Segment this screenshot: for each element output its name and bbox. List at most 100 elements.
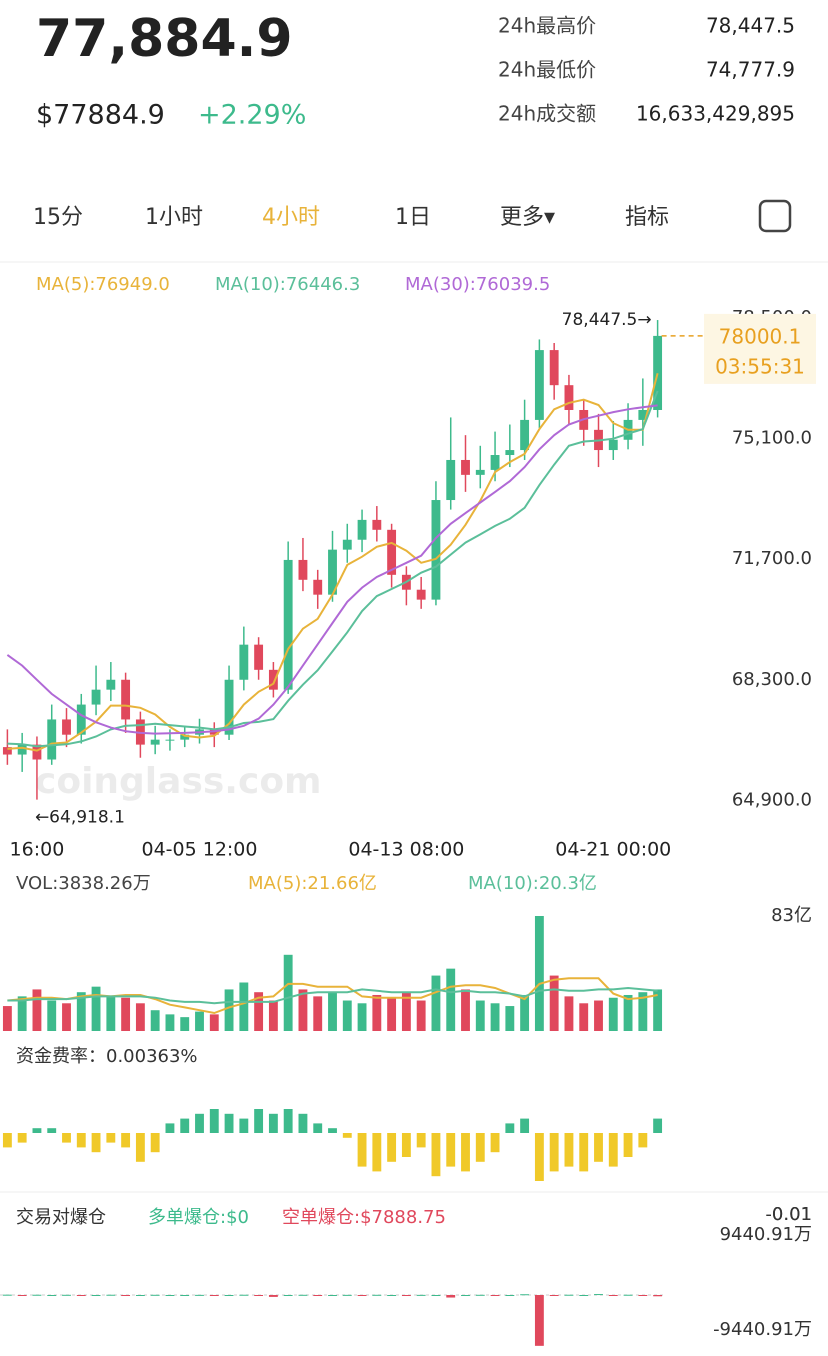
candle-body bbox=[17, 744, 27, 755]
bar bbox=[268, 1295, 278, 1297]
volume-bar bbox=[608, 997, 618, 1031]
bar bbox=[549, 1133, 559, 1172]
volume-bar bbox=[313, 996, 323, 1031]
volume-bar bbox=[342, 1000, 352, 1031]
x-tick-label: 04-13 08:00 bbox=[348, 839, 464, 861]
stat-label: 24h成交额 bbox=[498, 102, 596, 126]
candle-body bbox=[387, 529, 397, 575]
candle-body bbox=[653, 335, 663, 410]
candle-body bbox=[328, 549, 337, 595]
bar bbox=[150, 1294, 160, 1296]
bar bbox=[180, 1295, 190, 1296]
ma-line bbox=[6, 404, 658, 735]
volume-ma-line bbox=[7, 986, 658, 1005]
candle-body bbox=[564, 385, 574, 410]
volume-bar bbox=[490, 1003, 500, 1031]
last-price-box bbox=[704, 313, 816, 384]
volume-bar bbox=[283, 954, 293, 1031]
panel-title: 交易对爆仓 bbox=[16, 1207, 106, 1228]
fullscreen-icon[interactable] bbox=[758, 199, 792, 233]
bar bbox=[520, 1118, 530, 1133]
bar bbox=[121, 1133, 131, 1148]
tab[interactable]: 15分 bbox=[33, 205, 83, 230]
panel-title: 资金费率：0.00363% bbox=[16, 1046, 198, 1067]
bar bbox=[446, 1133, 456, 1167]
bar bbox=[579, 1295, 589, 1296]
x-tick-label: 16:00 bbox=[10, 839, 65, 861]
volume-bar bbox=[387, 997, 397, 1031]
y-tick-label: -9440.91万 bbox=[713, 1319, 812, 1340]
candle-body bbox=[446, 459, 456, 501]
volume-bar bbox=[150, 1010, 160, 1031]
candle-body bbox=[76, 704, 86, 735]
bar bbox=[608, 1133, 618, 1167]
candle-body bbox=[298, 559, 308, 580]
bar bbox=[209, 1295, 219, 1296]
candle-body bbox=[549, 350, 559, 386]
tab[interactable]: 更多▾ bbox=[500, 205, 555, 230]
candle-body bbox=[239, 644, 249, 680]
panel-subtitle: 多单爆仓:$0 bbox=[148, 1207, 249, 1228]
volume-bar bbox=[446, 968, 456, 1031]
bar bbox=[357, 1133, 367, 1167]
bar bbox=[76, 1133, 86, 1148]
panel-subtitle: 空单爆仓:$7888.75 bbox=[282, 1207, 446, 1228]
candle-body bbox=[254, 644, 264, 670]
tab[interactable]: 指标 bbox=[625, 205, 669, 230]
bar bbox=[372, 1133, 382, 1172]
x-tick-label: 04-05 12:00 bbox=[141, 839, 257, 861]
volume-bar bbox=[91, 986, 101, 1031]
bar bbox=[505, 1295, 515, 1296]
y-tick-label: 71,700.0 bbox=[732, 548, 812, 569]
volume-bar bbox=[165, 1014, 175, 1031]
low-label: ←64,918.1 bbox=[35, 808, 125, 828]
bar bbox=[416, 1133, 426, 1148]
volume-bar bbox=[76, 992, 86, 1031]
bar bbox=[298, 1294, 308, 1296]
bar bbox=[283, 1295, 293, 1296]
bar bbox=[594, 1294, 603, 1296]
tab[interactable]: 1小时 bbox=[145, 205, 203, 230]
bar bbox=[387, 1295, 397, 1296]
candle-body bbox=[2, 747, 12, 755]
bar bbox=[180, 1118, 190, 1133]
bar bbox=[461, 1133, 470, 1172]
bar bbox=[106, 1294, 116, 1296]
bar bbox=[239, 1294, 249, 1296]
stat-value: 74,777.9 bbox=[706, 58, 795, 82]
candle-body bbox=[91, 689, 101, 705]
bar bbox=[534, 1133, 544, 1181]
volume-bar bbox=[534, 916, 544, 1031]
bar bbox=[313, 1295, 323, 1296]
legend-item: MA(5):76949.0 bbox=[36, 274, 170, 295]
volume-bar bbox=[121, 997, 131, 1031]
bar bbox=[623, 1294, 633, 1296]
bar bbox=[239, 1118, 249, 1133]
bar bbox=[224, 1113, 234, 1133]
bar bbox=[431, 1133, 441, 1177]
volume-bar bbox=[2, 1006, 12, 1031]
legend-item: MA(10):20.3亿 bbox=[468, 873, 597, 894]
bar bbox=[165, 1295, 175, 1296]
candle-body bbox=[431, 500, 441, 600]
y-tick-label: 83亿 bbox=[771, 905, 812, 926]
volume-bar bbox=[549, 975, 559, 1031]
bar bbox=[17, 1133, 27, 1143]
bar bbox=[549, 1295, 559, 1296]
countdown: 03:55:31 bbox=[715, 354, 805, 378]
candle-body bbox=[372, 519, 382, 530]
tab[interactable]: 1日 bbox=[395, 205, 431, 230]
y-tick-label: 64,900.0 bbox=[732, 789, 812, 810]
bar bbox=[357, 1295, 367, 1296]
bar bbox=[328, 1128, 337, 1133]
bar bbox=[534, 1295, 544, 1346]
candle-body bbox=[342, 539, 352, 550]
last-price: 78000.1 bbox=[719, 324, 802, 348]
tab[interactable]: 4小时 bbox=[262, 205, 320, 230]
bar bbox=[475, 1294, 485, 1296]
volume-bar bbox=[47, 1000, 57, 1031]
volume-bar bbox=[62, 1003, 71, 1031]
volume-bar bbox=[32, 989, 42, 1031]
bar bbox=[47, 1128, 57, 1133]
legend-item: MA(10):76446.3 bbox=[215, 274, 360, 295]
